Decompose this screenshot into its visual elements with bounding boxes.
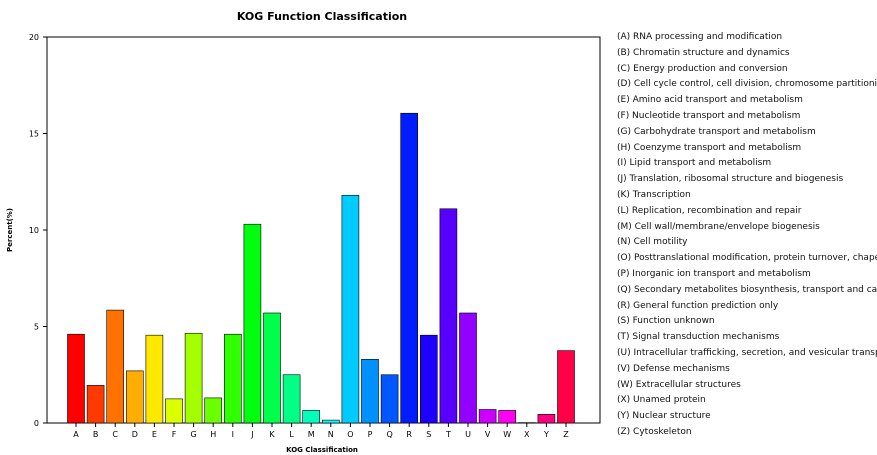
legend-entry: (R) General function prediction only [617, 300, 779, 311]
bar-a [67, 333, 85, 424]
bar-b [86, 385, 105, 424]
bar-l [282, 374, 301, 424]
x-tick-label: M [308, 430, 315, 439]
legend-entry: (I) Lipid transport and metabolism [617, 158, 772, 169]
x-tick-label: R [406, 430, 412, 439]
bar-e [145, 334, 164, 424]
legend-entry: (P) Inorganic ion transport and metaboli… [617, 268, 811, 279]
legend-entry: (C) Energy production and conversion [617, 63, 788, 74]
x-tick-label: U [465, 430, 471, 439]
legend-entry: (B) Chromatin structure and dynamics [617, 47, 790, 58]
legend-entry: (V) Defense mechanisms [617, 363, 730, 374]
bar-v [478, 409, 497, 424]
x-tick-label: Z [563, 430, 569, 439]
legend-entry: (H) Coenzyme transport and metabolism [617, 142, 802, 153]
bar-z [557, 350, 575, 424]
bar-w [498, 410, 517, 424]
legend-entry: (D) Cell cycle control, cell division, c… [617, 79, 877, 90]
legend-entry: (G) Carbohydrate transport and metabolis… [617, 126, 816, 137]
legend-entry: (W) Extracellular structures [617, 379, 741, 390]
legend-entry: (U) Intracellular trafficking, secretion… [617, 347, 877, 358]
bar-n [321, 419, 340, 424]
bar-g [184, 332, 203, 424]
x-tick-label: B [93, 430, 99, 439]
bar-r [400, 112, 419, 424]
legend-entry: (N) Cell motility [617, 237, 688, 248]
bar-t [439, 208, 458, 424]
legend-entry: (S) Function unknown [617, 316, 715, 327]
bar-u [459, 312, 477, 424]
y-tick-label: 15 [29, 130, 39, 139]
x-tick-label: G [190, 430, 196, 439]
legend: (A) RNA processing and modification (B) C… [617, 30, 877, 441]
x-tick-label: F [172, 430, 177, 439]
legend-entry: (L) Replication, recombination and repai… [617, 205, 802, 216]
bar-i [224, 333, 242, 424]
bar-s [419, 334, 438, 424]
x-tick-label: Q [386, 430, 392, 439]
bar-h [204, 397, 222, 424]
x-tick-label: P [368, 430, 373, 439]
legend-entry: (J) Translation, ribosomal structure and… [617, 174, 844, 185]
bar-y [537, 414, 556, 424]
x-tick-label: L [289, 430, 294, 439]
bar-m [302, 410, 321, 424]
y-tick-label: 5 [34, 323, 39, 332]
y-tick-label: 0 [34, 419, 39, 428]
x-tick-label: T [445, 430, 451, 439]
bar-series [67, 112, 575, 424]
y-axis-label: Percent(%) [6, 208, 14, 252]
legend-entry: (F) Nucleotide transport and metabolism [617, 110, 801, 121]
x-tick-label: A [73, 430, 79, 439]
bar-q [380, 374, 399, 424]
x-tick-label: W [503, 430, 511, 439]
legend-entry: (O) Posttranslational modification, prot… [617, 253, 877, 264]
x-tick-label: O [347, 430, 353, 439]
bar-c [106, 309, 124, 424]
x-tick-label: E [152, 430, 157, 439]
x-tick-label: X [524, 430, 530, 439]
bar-j [243, 223, 262, 424]
legend-entry: (Y) Nuclear structure [617, 411, 711, 422]
legend-entry: (Q) Secondary metabolites biosynthesis, … [617, 284, 877, 295]
legend-entry: (E) Amino acid transport and metabolism [617, 95, 803, 106]
x-tick-label: J [250, 430, 253, 439]
bar-o [341, 194, 360, 424]
legend-entry: (M) Cell wall/membrane/envelope biogenes… [617, 221, 820, 232]
x-tick-label: Y [543, 430, 549, 439]
x-tick-label: K [269, 430, 275, 439]
legend-entry: (T) Signal transduction mechanisms [617, 332, 780, 343]
bar-f [165, 398, 183, 424]
x-tick-label: I [232, 430, 234, 439]
chart-title: KOG Function Classification [237, 10, 407, 23]
bar-k [263, 312, 281, 424]
x-tick-label: D [132, 430, 138, 439]
legend-entry: (A) RNA processing and modification [617, 32, 783, 42]
plot-frame [46, 36, 601, 424]
x-tick-label: N [328, 430, 334, 439]
x-tick-label: C [112, 430, 118, 439]
x-tick-label: V [485, 430, 491, 439]
x-axis-label: KOG Classification [286, 446, 358, 454]
legend-entry: (Z) Cytoskeleton [617, 426, 692, 437]
bar-d [126, 370, 144, 424]
y-tick-label: 20 [29, 33, 39, 42]
bar-p [361, 359, 379, 424]
legend-entry: (X) Unamed protein [617, 395, 706, 406]
y-tick-label: 10 [29, 226, 39, 235]
x-tick-label: H [210, 430, 216, 439]
legend-entry: (K) Transcription [617, 189, 691, 200]
x-tick-label: S [426, 430, 431, 439]
x-axis: A B C D E F G H I J K L M N O P Q R S T U V W X Y Z [73, 423, 569, 439]
y-axis: 0 5 10 15 20 [29, 33, 47, 428]
